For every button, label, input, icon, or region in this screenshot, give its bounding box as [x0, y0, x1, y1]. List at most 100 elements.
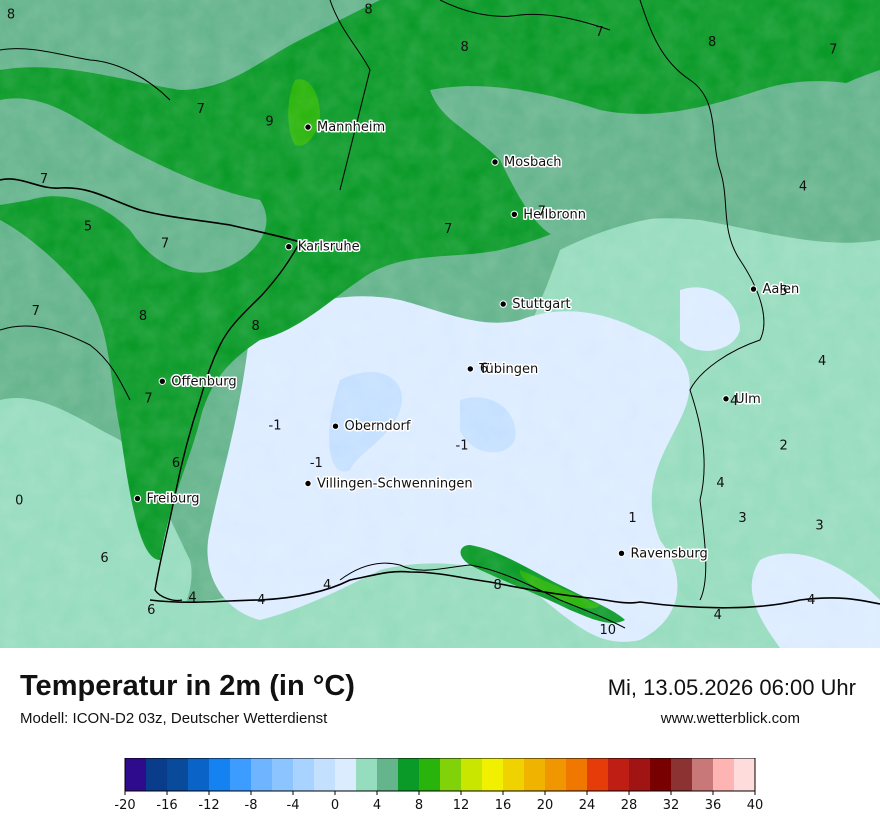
isotherm-labels: 8 8 7 8 8 7 7 9 7 7 4 5 7 7 5 7 8 8 4 6 7 4 -1 -1 2 -1 6 4 0 1 3 3 6 8 4 4 4…	[7, 3, 838, 639]
legend-frame	[124, 758, 756, 792]
city-dot	[617, 549, 626, 557]
legend-swatch	[545, 758, 567, 791]
isotherm-label: 4	[257, 593, 265, 608]
isotherm-label: 8	[364, 3, 372, 18]
isotherm-label: 0	[15, 494, 23, 509]
city-label: Villingen-Schwenningen	[317, 477, 473, 492]
isotherm-label: 4	[807, 593, 815, 608]
isotherm-label: 4	[799, 179, 807, 194]
city-label: Oberndorf	[345, 419, 411, 434]
isotherm-label: 8	[708, 35, 716, 50]
legend-swatch	[734, 758, 756, 791]
legend-swatch	[650, 758, 672, 791]
isotherm-label: 5	[84, 219, 92, 234]
legend-tick-label: -16	[156, 798, 177, 813]
website-link[interactable]: www.wetterblick.com	[660, 710, 800, 727]
isotherm-label: 3	[738, 511, 746, 526]
palatinate-border-line	[0, 48, 171, 101]
city-dot	[133, 494, 142, 503]
city-dot	[304, 479, 312, 488]
legend-swatch	[293, 758, 315, 791]
east-county-line	[439, 0, 611, 31]
city-label: Mannheim	[317, 120, 385, 135]
legend-tick-label: 36	[705, 798, 722, 813]
legend-swatch	[671, 758, 693, 791]
isotherm-label: 8	[461, 40, 469, 55]
legend-tick-label: 0	[331, 798, 339, 813]
color-legend: -20 -16 -12 -8 -4 0 4 8 12 16 20 24 28 32 36 40	[114, 758, 764, 813]
isotherm-label: 7	[829, 42, 837, 57]
legend-tick-label: 8	[415, 798, 423, 813]
rhine-border-line	[154, 241, 301, 602]
legend-tick-label: 4	[373, 798, 381, 813]
city-label: Offenburg	[171, 374, 236, 389]
legend-swatch	[167, 758, 189, 791]
legend-tick-label: 20	[537, 798, 554, 813]
isotherm-label: 6	[147, 603, 155, 618]
isotherm-label: 1	[628, 511, 636, 526]
city-label: Ulm	[735, 392, 761, 407]
isotherm-label: 8	[494, 578, 502, 593]
legend-tick-label: -12	[198, 798, 219, 813]
isotherm-label: 7	[444, 222, 452, 237]
footer-panel: Temperatur in 2m (in °C) Modell: ICON-D2…	[0, 648, 880, 830]
city-label: Mosbach	[504, 155, 562, 170]
model-source: Modell: ICON-D2 03z, Deutscher Wetterdie…	[20, 710, 328, 727]
city-dot	[749, 285, 758, 293]
legend-tick-label: -4	[287, 798, 300, 813]
legend-tick-label: 40	[747, 798, 764, 813]
city-label: Ravensburg	[631, 546, 708, 561]
alsace-border-line	[0, 325, 131, 401]
isotherm-label: 10	[600, 623, 617, 638]
legend-swatch	[587, 758, 609, 791]
isotherm-label: 5	[780, 284, 788, 299]
isotherm-label: 7	[40, 172, 48, 187]
city-dot	[466, 365, 474, 373]
border-line	[0, 178, 301, 243]
legend-swatch	[713, 758, 735, 791]
isotherm-label: 4	[730, 394, 738, 409]
isotherm-label: 9	[265, 115, 273, 130]
legend-swatch	[125, 758, 147, 791]
legend-swatch	[272, 758, 294, 791]
legend-tick-label: 24	[579, 798, 596, 813]
city-dot	[722, 395, 730, 403]
legend-tick-label: -20	[114, 798, 135, 813]
legend-swatch	[524, 758, 546, 791]
city-label: Tübingen	[478, 362, 538, 377]
isotherm-label: 2	[780, 439, 788, 454]
texture-overlay	[0, 0, 880, 648]
isotherm-label: 6	[100, 551, 108, 566]
legend-swatch	[314, 758, 336, 791]
legend-swatch	[440, 758, 462, 791]
legend-swatch	[377, 758, 399, 791]
legend-swatch	[230, 758, 252, 791]
isotherm-label: -1	[269, 419, 282, 434]
isotherm-label: 6	[172, 456, 180, 471]
isotherm-label: 7	[32, 304, 40, 319]
isotherm-label: 7	[595, 25, 603, 40]
city-dot	[285, 243, 293, 251]
isotherm-label: 4	[716, 476, 724, 491]
legend-swatch	[461, 758, 483, 791]
isotherm-label: 7	[538, 204, 546, 219]
isotherm-label: 8	[7, 8, 15, 23]
swiss-border-line	[149, 570, 880, 609]
city-label: Freiburg	[147, 492, 200, 507]
city-markers: Mannheim Mosbach Heilbronn Karlsruhe Aalen St…	[133, 119, 801, 563]
legend-swatch	[608, 758, 630, 791]
city-dot	[499, 300, 507, 308]
legend-swatch	[398, 758, 420, 791]
isotherm-label: 7	[144, 391, 152, 406]
legend-tick-label: -8	[245, 798, 258, 813]
isotherm-label: 8	[139, 309, 147, 324]
legend-tick-label: 12	[453, 798, 470, 813]
legend-swatch	[188, 758, 210, 791]
legend-swatch	[566, 758, 588, 791]
isotherm-label: 7	[197, 102, 205, 117]
legend-swatch	[419, 758, 441, 791]
isotherm-label: 3	[815, 518, 823, 533]
city-dot	[158, 377, 167, 385]
isotherm-label: 7	[161, 237, 169, 252]
legend-swatch	[356, 758, 378, 791]
